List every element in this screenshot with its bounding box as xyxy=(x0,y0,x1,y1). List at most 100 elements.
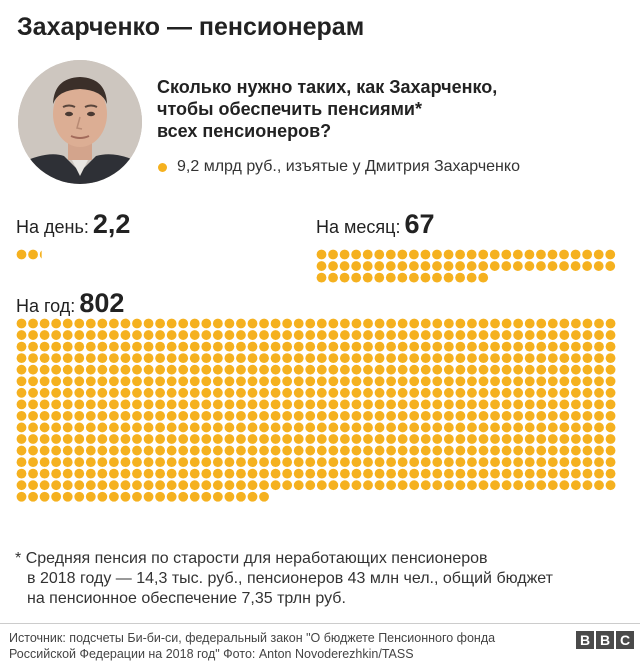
chart-dot xyxy=(28,249,38,260)
chart-dot xyxy=(236,491,246,502)
chart-dot xyxy=(236,468,246,479)
chart-dot xyxy=(201,364,212,375)
chart-dot xyxy=(85,422,96,433)
chart-dot xyxy=(547,318,558,329)
chart-dot xyxy=(236,457,246,467)
chart-dot xyxy=(293,376,304,387)
chart-dot xyxy=(513,457,524,467)
chart-dot xyxy=(305,457,316,467)
chart-dot xyxy=(293,445,304,456)
chart-dot xyxy=(513,422,524,433)
chart-dot xyxy=(259,376,269,387)
chart-dot xyxy=(282,341,293,352)
chart-dot xyxy=(397,272,408,283)
chart-dot xyxy=(293,364,304,375)
chart-dot xyxy=(97,341,108,352)
chart-dot xyxy=(363,480,373,491)
chart-dot xyxy=(305,364,316,375)
chart-dot xyxy=(212,457,223,467)
chart-dot xyxy=(420,272,431,283)
chart-dot xyxy=(270,364,281,375)
chart-dot xyxy=(409,341,420,352)
chart-dot xyxy=(374,422,385,433)
chart-dot xyxy=(132,457,142,467)
chart-dot xyxy=(571,457,581,467)
chart-dot xyxy=(559,457,570,467)
chart-dot xyxy=(293,480,304,491)
chart-dot xyxy=(524,376,535,387)
chart-dot xyxy=(189,318,200,329)
chart-dot xyxy=(397,468,408,479)
chart-dot xyxy=(39,434,50,444)
chart-dot xyxy=(270,411,281,421)
chart-dot xyxy=(74,422,85,433)
chart-dot xyxy=(340,353,350,364)
chart-dot xyxy=(455,468,466,479)
chart-dot xyxy=(270,341,281,352)
chart-dot xyxy=(39,411,50,421)
chart-dot xyxy=(143,491,154,502)
chart-dot xyxy=(51,480,62,491)
chart-dot xyxy=(74,318,85,329)
chart-dot xyxy=(536,318,547,329)
chart-dot xyxy=(489,261,500,271)
chart-dot xyxy=(132,491,142,502)
chart-dot xyxy=(571,387,581,398)
chart-dot xyxy=(501,387,512,398)
chart-dot xyxy=(443,468,454,479)
chart-dot xyxy=(316,341,327,352)
chart-dot xyxy=(605,399,616,410)
chart-dot xyxy=(74,491,85,502)
chart-dot xyxy=(420,468,431,479)
chart-dot xyxy=(62,364,73,375)
chart-dot xyxy=(51,341,62,352)
chart-dot xyxy=(386,399,396,410)
chart-dot xyxy=(513,411,524,421)
chart-dot xyxy=(293,318,304,329)
chart-dot xyxy=(593,249,604,260)
chart-dot xyxy=(166,457,177,467)
chart-dot xyxy=(571,318,581,329)
chart-dot xyxy=(524,480,535,491)
chart-dot xyxy=(362,272,373,283)
chart-dot xyxy=(282,434,293,444)
chart-dot xyxy=(155,330,166,340)
chart-dot xyxy=(39,399,50,410)
chart-dot xyxy=(432,422,443,433)
chart-dot xyxy=(571,364,581,375)
chart-dot xyxy=(536,341,547,352)
chart-dot xyxy=(143,387,154,398)
chart-dot xyxy=(178,445,189,456)
chart-dot xyxy=(97,353,108,364)
chart-dot xyxy=(39,376,50,387)
chart-dot xyxy=(513,434,524,444)
chart-dot xyxy=(247,399,258,410)
chart-dot xyxy=(189,411,200,421)
chart-dot xyxy=(397,480,408,491)
chart-dot xyxy=(189,480,200,491)
footnote-line: в 2018 году — 14,3 тыс. руб., пенсионеро… xyxy=(27,570,553,587)
chart-dot xyxy=(201,468,212,479)
day-label: На день: 2,2 xyxy=(16,209,130,240)
chart-dot xyxy=(490,330,500,340)
chart-dot xyxy=(571,376,581,387)
chart-dot xyxy=(282,330,293,340)
chart-dot xyxy=(582,364,593,375)
chart-dot xyxy=(293,353,304,364)
chart-dot xyxy=(559,445,570,456)
chart-dot xyxy=(536,387,547,398)
chart-dot xyxy=(559,249,569,260)
chart-dot xyxy=(524,445,535,456)
chart-dot xyxy=(39,353,50,364)
chart-dot xyxy=(178,457,189,467)
chart-dot xyxy=(328,261,338,271)
chart-dot xyxy=(582,249,593,260)
chart-dot xyxy=(363,376,373,387)
chart-dot xyxy=(467,480,477,491)
chart-dot xyxy=(409,364,420,375)
logo-letter: C xyxy=(616,631,634,649)
chart-dot xyxy=(397,445,408,456)
chart-dot xyxy=(316,468,327,479)
chart-dot xyxy=(490,387,500,398)
chart-dot xyxy=(340,341,350,352)
